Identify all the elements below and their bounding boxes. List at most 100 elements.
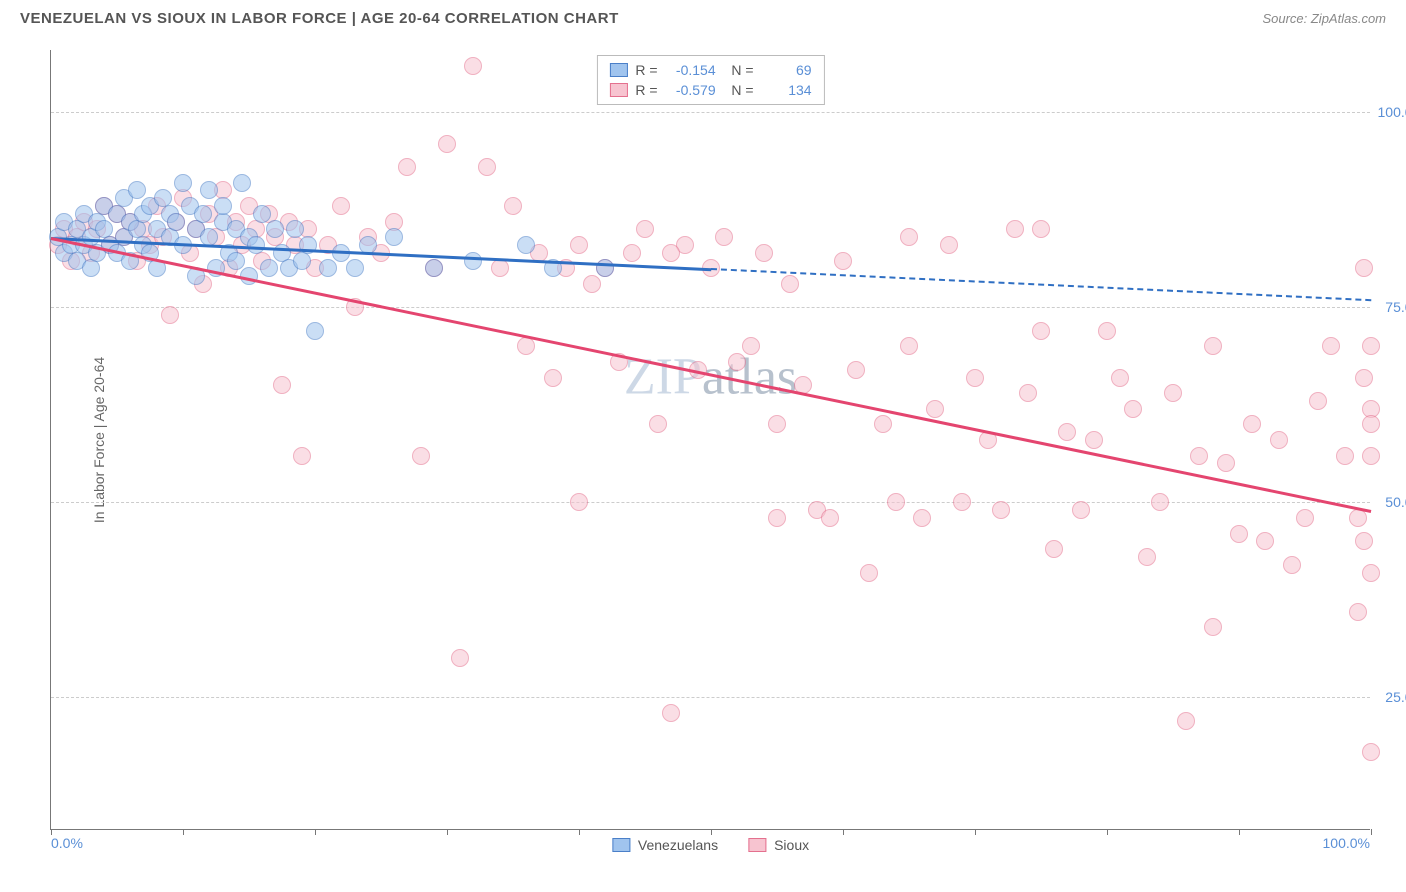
- gridline: [51, 697, 1370, 698]
- y-tick-label: 25.0%: [1385, 689, 1406, 705]
- chart-plot-area: In Labor Force | Age 20-64 ZIPatlas 0.0%…: [50, 50, 1370, 830]
- data-point: [247, 236, 265, 254]
- data-point: [768, 415, 786, 433]
- data-point: [1111, 369, 1129, 387]
- data-point: [1283, 556, 1301, 574]
- data-point: [517, 236, 535, 254]
- data-point: [167, 213, 185, 231]
- data-point: [662, 704, 680, 722]
- data-point: [860, 564, 878, 582]
- data-point: [1349, 509, 1367, 527]
- data-point: [715, 228, 733, 246]
- data-point: [194, 205, 212, 223]
- stat-N-label: N =: [724, 62, 754, 78]
- data-point: [1355, 259, 1373, 277]
- x-tick: [447, 829, 448, 835]
- data-point: [1230, 525, 1248, 543]
- x-axis-min-label: 0.0%: [51, 835, 83, 851]
- stat-N-value: 134: [762, 82, 812, 98]
- chart-title: VENEZUELAN VS SIOUX IN LABOR FORCE | AGE…: [20, 10, 619, 27]
- x-tick: [51, 829, 52, 835]
- data-point: [636, 220, 654, 238]
- data-point: [128, 181, 146, 199]
- watermark: ZIPatlas: [624, 348, 797, 407]
- data-point: [913, 509, 931, 527]
- data-point: [517, 337, 535, 355]
- data-point: [1058, 423, 1076, 441]
- legend-swatch: [609, 83, 627, 97]
- data-point: [742, 337, 760, 355]
- data-point: [1006, 220, 1024, 238]
- stat-R-label: R =: [635, 82, 657, 98]
- y-tick-label: 100.0%: [1378, 104, 1406, 120]
- data-point: [438, 135, 456, 153]
- data-point: [728, 353, 746, 371]
- data-point: [260, 259, 278, 277]
- chart-header: VENEZUELAN VS SIOUX IN LABOR FORCE | AGE…: [0, 0, 1406, 37]
- data-point: [662, 244, 680, 262]
- data-point: [451, 649, 469, 667]
- data-point: [332, 197, 350, 215]
- trend-line: [51, 237, 1371, 512]
- data-point: [464, 252, 482, 270]
- data-point: [570, 236, 588, 254]
- data-point: [768, 509, 786, 527]
- legend-item: Sioux: [748, 837, 809, 853]
- data-point: [504, 197, 522, 215]
- stats-row: R = -0.579 N = 134: [597, 80, 823, 100]
- x-tick: [711, 829, 712, 835]
- legend-label: Sioux: [774, 837, 809, 853]
- data-point: [1243, 415, 1261, 433]
- data-point: [781, 275, 799, 293]
- data-point: [1322, 337, 1340, 355]
- data-point: [161, 306, 179, 324]
- correlation-stats-box: R =-0.154 N =69R =-0.579 N =134: [596, 55, 824, 105]
- data-point: [1362, 337, 1380, 355]
- data-point: [570, 493, 588, 511]
- legend-swatch: [609, 63, 627, 77]
- data-point: [412, 447, 430, 465]
- data-point: [953, 493, 971, 511]
- data-point: [900, 337, 918, 355]
- data-point: [1098, 322, 1116, 340]
- data-point: [266, 220, 284, 238]
- data-point: [1190, 447, 1208, 465]
- data-point: [319, 259, 337, 277]
- data-point: [1355, 532, 1373, 550]
- stat-N-label: N =: [724, 82, 754, 98]
- data-point: [1019, 384, 1037, 402]
- data-point: [464, 57, 482, 75]
- data-point: [306, 322, 324, 340]
- data-point: [491, 259, 509, 277]
- data-point: [1256, 532, 1274, 550]
- data-point: [478, 158, 496, 176]
- data-point: [1362, 415, 1380, 433]
- data-point: [1045, 540, 1063, 558]
- data-point: [1349, 603, 1367, 621]
- data-point: [398, 158, 416, 176]
- source-label: Source: ZipAtlas.com: [1262, 11, 1386, 26]
- data-point: [834, 252, 852, 270]
- legend-swatch: [748, 838, 766, 852]
- legend: Venezuelans Sioux: [612, 837, 809, 853]
- data-point: [1355, 369, 1373, 387]
- data-point: [174, 174, 192, 192]
- data-point: [544, 369, 562, 387]
- data-point: [385, 228, 403, 246]
- data-point: [1296, 509, 1314, 527]
- x-tick: [975, 829, 976, 835]
- stat-R-value: -0.579: [666, 82, 716, 98]
- data-point: [82, 259, 100, 277]
- data-point: [227, 252, 245, 270]
- legend-label: Venezuelans: [638, 837, 718, 853]
- data-point: [1217, 454, 1235, 472]
- data-point: [940, 236, 958, 254]
- data-point: [1336, 447, 1354, 465]
- data-point: [200, 181, 218, 199]
- data-point: [286, 220, 304, 238]
- data-point: [847, 361, 865, 379]
- x-tick: [315, 829, 316, 835]
- gridline: [51, 502, 1370, 503]
- data-point: [233, 174, 251, 192]
- data-point: [1164, 384, 1182, 402]
